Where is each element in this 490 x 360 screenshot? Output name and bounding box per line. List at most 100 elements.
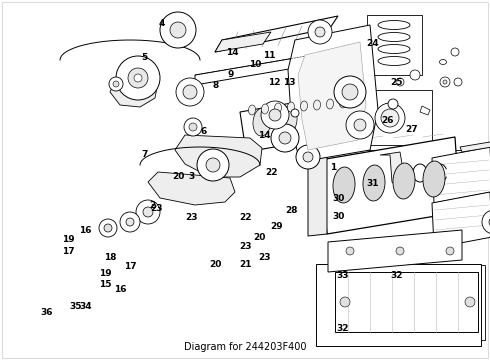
Polygon shape — [335, 272, 478, 332]
Circle shape — [170, 22, 186, 38]
Polygon shape — [175, 135, 262, 177]
Text: 22: 22 — [239, 213, 251, 222]
Text: 36: 36 — [40, 308, 53, 317]
Circle shape — [315, 27, 325, 37]
Text: 5: 5 — [142, 53, 147, 62]
Circle shape — [279, 132, 291, 144]
Text: 3: 3 — [188, 172, 194, 181]
Text: 28: 28 — [285, 206, 298, 215]
Circle shape — [346, 111, 374, 139]
Ellipse shape — [378, 45, 410, 54]
Circle shape — [446, 247, 454, 255]
Circle shape — [197, 149, 229, 181]
Bar — [316, 264, 481, 346]
Circle shape — [104, 224, 112, 232]
Text: 9: 9 — [227, 71, 234, 80]
Ellipse shape — [340, 98, 346, 108]
Bar — [400, 150, 465, 195]
Circle shape — [482, 210, 490, 234]
Polygon shape — [328, 230, 462, 272]
Text: 20: 20 — [209, 260, 222, 269]
Circle shape — [296, 145, 320, 169]
Circle shape — [465, 297, 475, 307]
Text: 25: 25 — [391, 78, 403, 87]
Text: 12: 12 — [268, 78, 281, 87]
Ellipse shape — [274, 103, 282, 113]
Circle shape — [116, 56, 160, 100]
Circle shape — [342, 84, 358, 100]
Text: 26: 26 — [381, 116, 393, 125]
Circle shape — [346, 247, 354, 255]
Polygon shape — [420, 106, 430, 115]
Text: 30: 30 — [332, 194, 344, 202]
Ellipse shape — [262, 104, 269, 114]
Text: 10: 10 — [248, 60, 261, 69]
Text: 16: 16 — [79, 226, 92, 235]
Text: 14: 14 — [226, 48, 239, 57]
Circle shape — [303, 152, 313, 162]
Text: 32: 32 — [337, 324, 349, 333]
Ellipse shape — [378, 57, 410, 66]
Text: 23: 23 — [150, 204, 163, 213]
Text: 19: 19 — [99, 269, 112, 278]
Text: 1: 1 — [330, 163, 336, 172]
Text: 18: 18 — [104, 253, 117, 262]
Circle shape — [109, 77, 123, 91]
Text: 22: 22 — [266, 168, 278, 177]
Text: 7: 7 — [141, 150, 148, 159]
Ellipse shape — [248, 105, 255, 115]
Text: 17: 17 — [62, 248, 75, 256]
Circle shape — [143, 207, 153, 217]
Circle shape — [308, 20, 332, 44]
Polygon shape — [432, 192, 490, 248]
Text: 20: 20 — [253, 233, 266, 242]
Polygon shape — [240, 92, 360, 152]
Circle shape — [388, 99, 398, 109]
Bar — [330, 265, 485, 340]
Polygon shape — [308, 157, 327, 236]
Ellipse shape — [363, 165, 385, 201]
Polygon shape — [148, 172, 235, 205]
Ellipse shape — [375, 103, 405, 133]
Circle shape — [410, 70, 420, 80]
Circle shape — [120, 212, 140, 232]
Circle shape — [340, 297, 350, 307]
Polygon shape — [460, 142, 490, 152]
Text: 8: 8 — [213, 81, 219, 90]
Ellipse shape — [378, 21, 410, 30]
Circle shape — [269, 109, 281, 121]
Bar — [367, 90, 432, 145]
Circle shape — [128, 68, 148, 88]
Circle shape — [189, 123, 197, 131]
Circle shape — [454, 78, 462, 86]
Circle shape — [334, 76, 366, 108]
Bar — [367, 15, 422, 75]
Text: 15: 15 — [99, 280, 112, 289]
Polygon shape — [110, 72, 158, 107]
Ellipse shape — [279, 106, 297, 134]
Text: 19: 19 — [62, 235, 75, 244]
Circle shape — [489, 217, 490, 227]
Text: Diagram for 244203F400: Diagram for 244203F400 — [184, 342, 306, 352]
Text: 23: 23 — [258, 253, 271, 262]
Circle shape — [113, 81, 119, 87]
Ellipse shape — [305, 104, 323, 132]
Ellipse shape — [314, 100, 320, 110]
Circle shape — [354, 119, 366, 131]
Circle shape — [126, 218, 134, 226]
Text: 33: 33 — [337, 271, 349, 280]
Polygon shape — [320, 137, 460, 234]
Text: 32: 32 — [391, 271, 403, 280]
Text: 34: 34 — [79, 302, 92, 311]
Circle shape — [206, 158, 220, 172]
Text: 35: 35 — [70, 302, 82, 311]
Text: 29: 29 — [270, 222, 283, 231]
Circle shape — [176, 78, 204, 106]
Polygon shape — [215, 32, 271, 52]
Ellipse shape — [440, 59, 446, 64]
Polygon shape — [195, 52, 330, 85]
Text: 13: 13 — [283, 78, 295, 87]
Text: 21: 21 — [239, 260, 251, 269]
Bar — [368, 150, 428, 195]
Text: 23: 23 — [185, 213, 197, 222]
